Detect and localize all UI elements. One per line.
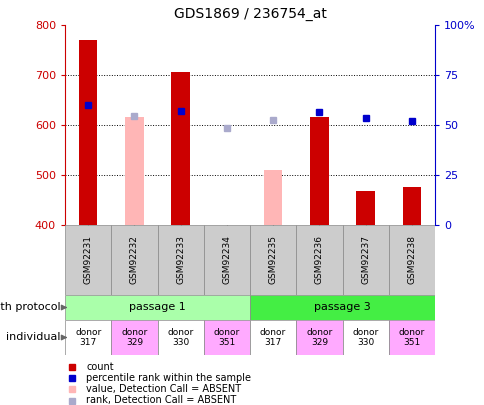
Text: donor
351: donor 351 — [213, 328, 240, 347]
Text: donor
317: donor 317 — [75, 328, 101, 347]
Bar — [296, 225, 342, 295]
Text: GSM92231: GSM92231 — [83, 235, 92, 284]
Text: GSM92235: GSM92235 — [268, 235, 277, 284]
Text: count: count — [86, 362, 113, 372]
Bar — [388, 225, 434, 295]
Bar — [342, 320, 388, 355]
Text: donor
329: donor 329 — [305, 328, 332, 347]
Text: GSM92238: GSM92238 — [407, 235, 416, 284]
Bar — [111, 320, 157, 355]
Text: GSM92233: GSM92233 — [176, 235, 185, 284]
Bar — [296, 320, 342, 355]
Text: donor
330: donor 330 — [167, 328, 193, 347]
Text: growth protocol: growth protocol — [0, 303, 60, 313]
Bar — [125, 117, 143, 225]
Text: donor
329: donor 329 — [121, 328, 147, 347]
Text: GSM92234: GSM92234 — [222, 236, 231, 284]
Bar — [65, 225, 111, 295]
Text: GSM92236: GSM92236 — [314, 235, 323, 284]
Bar — [157, 225, 203, 295]
Bar — [342, 225, 388, 295]
Bar — [203, 225, 249, 295]
Text: percentile rank within the sample: percentile rank within the sample — [86, 373, 251, 383]
Bar — [249, 295, 434, 320]
Bar — [388, 320, 434, 355]
Text: rank, Detection Call = ABSENT: rank, Detection Call = ABSENT — [86, 396, 236, 405]
Text: donor
351: donor 351 — [398, 328, 424, 347]
Bar — [65, 295, 249, 320]
Bar — [249, 225, 296, 295]
Bar — [79, 40, 97, 225]
Text: donor
317: donor 317 — [259, 328, 286, 347]
Bar — [203, 320, 249, 355]
Text: GSM92237: GSM92237 — [361, 235, 369, 284]
Bar — [309, 117, 328, 225]
Title: GDS1869 / 236754_at: GDS1869 / 236754_at — [173, 7, 326, 21]
Text: passage 3: passage 3 — [314, 303, 370, 313]
Bar — [402, 187, 420, 225]
Bar — [263, 170, 282, 225]
Bar — [356, 191, 374, 225]
Bar — [249, 320, 296, 355]
Text: individual: individual — [6, 333, 60, 343]
Bar — [157, 320, 203, 355]
Bar — [171, 72, 189, 225]
Bar — [111, 225, 157, 295]
Text: value, Detection Call = ABSENT: value, Detection Call = ABSENT — [86, 384, 241, 394]
Text: GSM92232: GSM92232 — [130, 236, 138, 284]
Text: donor
330: donor 330 — [352, 328, 378, 347]
Bar — [65, 320, 111, 355]
Text: passage 1: passage 1 — [129, 303, 185, 313]
